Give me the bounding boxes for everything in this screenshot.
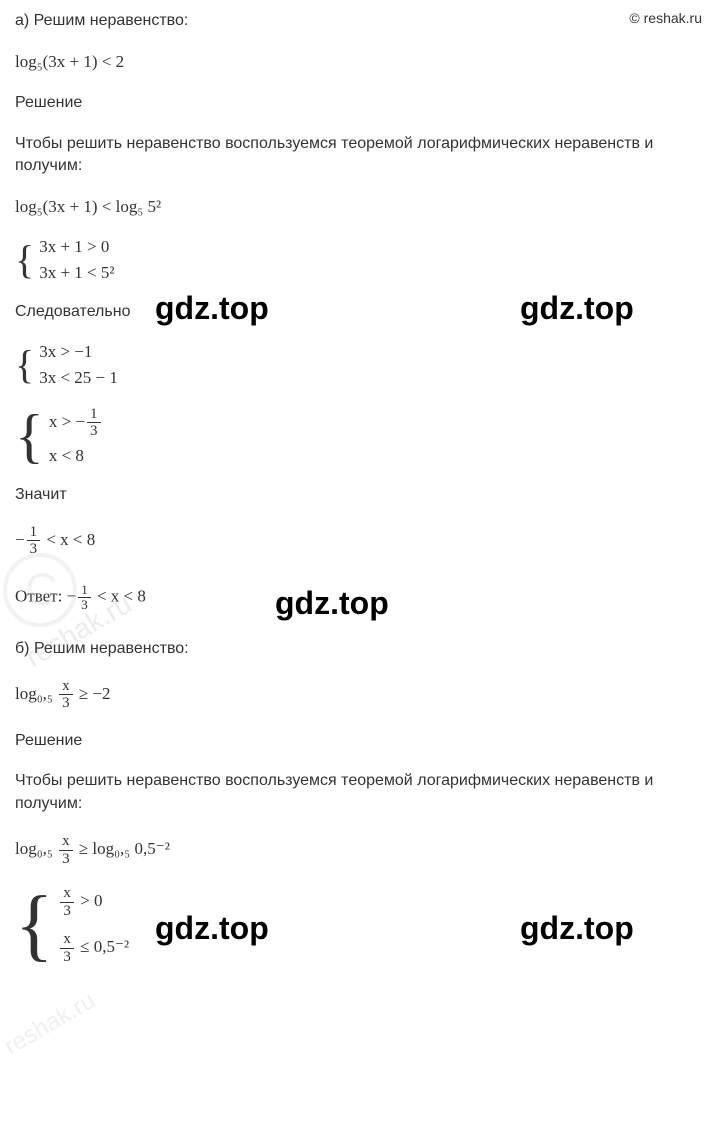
row-suffix: > 0: [76, 891, 103, 910]
systemb1-row2: x3 ≤ 0,5⁻²: [58, 931, 129, 965]
fraction: 13: [87, 406, 101, 440]
part-a-system1: { 3x + 1 > 0 3x + 1 < 5²: [15, 237, 702, 283]
part-a-result: −13 < x < 8: [15, 524, 702, 558]
denominator: 3: [60, 903, 74, 920]
reshak-text: reshak.ru: [0, 987, 100, 1061]
step-suffix: ≥ log₀,₅ 0,5⁻²: [75, 839, 170, 858]
system2-row2: 3x < 25 − 1: [39, 368, 118, 388]
answer-suffix: < x < 8: [93, 587, 146, 606]
denominator: 3: [60, 949, 74, 966]
numerator: x: [59, 833, 73, 851]
part-a-heading: а) Решим неравенство:: [15, 10, 702, 32]
fraction: x3: [59, 678, 73, 712]
part-b-system1: { x3 > 0 x3 ≤ 0,5⁻²: [15, 885, 702, 965]
step-prefix: log₀,₅: [15, 839, 57, 858]
part-b-inequality: log₀,₅ x3 ≥ −2: [15, 678, 702, 712]
fraction: x3: [60, 885, 74, 919]
denominator: 3: [87, 423, 101, 440]
brace-icon: {: [15, 349, 34, 381]
denominator: 3: [59, 851, 73, 868]
system2-row1: 3x > −1: [39, 342, 118, 362]
fraction: 13: [78, 583, 91, 613]
brace-icon: {: [15, 893, 53, 957]
answer-label: Ответ:: [15, 587, 67, 606]
result-suffix: < x < 8: [42, 530, 95, 549]
numerator: x: [59, 678, 73, 696]
systemb1-row1: x3 > 0: [58, 885, 129, 919]
system1-row1: 3x + 1 > 0: [39, 237, 114, 257]
part-a-answer: Ответ: −13 < x < 8: [15, 583, 702, 613]
numerator: x: [60, 931, 74, 949]
answer-prefix: −: [67, 587, 77, 606]
system3-row1: x > −13: [49, 406, 103, 440]
part-b-step1: log₀,₅ x3 ≥ log₀,₅ 0,5⁻²: [15, 833, 702, 867]
denominator: 3: [78, 598, 91, 612]
denominator: 3: [59, 695, 73, 712]
part-b-solution-title: Решение: [15, 730, 702, 752]
part-a-solution-title: Решение: [15, 92, 702, 114]
fraction: 13: [27, 524, 41, 558]
part-b-heading: б) Решим неравенство:: [15, 638, 702, 660]
part-b-explanation: Чтобы решить неравенство воспользуемся т…: [15, 770, 702, 815]
fraction: x3: [60, 931, 74, 965]
part-a-inequality: log₅(3x + 1) < 2: [15, 50, 702, 74]
system1-row2: 3x + 1 < 5²: [39, 263, 114, 283]
row-prefix: x > −: [49, 411, 85, 430]
part-a-explanation: Чтобы решить неравенство воспользуемся т…: [15, 133, 702, 178]
row-suffix: ≤ 0,5⁻²: [76, 937, 129, 956]
consequently-label: Следовательно: [15, 301, 702, 323]
brace-icon: {: [15, 412, 44, 460]
means-label: Значит: [15, 484, 702, 506]
system3-row2: x < 8: [49, 446, 103, 466]
denominator: 3: [27, 541, 41, 558]
copyright-label: © reshak.ru: [629, 10, 702, 26]
part-a-step1: log₅(3x + 1) < log₅ 5²: [15, 195, 702, 219]
watermark-reshak: reshak.ru: [0, 1010, 100, 1038]
ineq-prefix: log₀,₅: [15, 684, 57, 703]
part-a-system2: { 3x > −1 3x < 25 − 1: [15, 342, 702, 388]
numerator: 1: [27, 524, 41, 542]
numerator: x: [60, 885, 74, 903]
part-a-system3: { x > −13 x < 8: [15, 406, 702, 466]
numerator: 1: [87, 406, 101, 424]
result-prefix: −: [15, 530, 25, 549]
brace-icon: {: [15, 244, 34, 276]
fraction: x3: [59, 833, 73, 867]
ineq-suffix: ≥ −2: [75, 684, 111, 703]
numerator: 1: [78, 583, 91, 598]
